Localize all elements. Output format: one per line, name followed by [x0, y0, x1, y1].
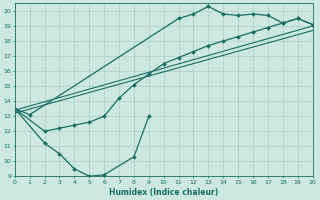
X-axis label: Humidex (Indice chaleur): Humidex (Indice chaleur) — [109, 188, 218, 197]
